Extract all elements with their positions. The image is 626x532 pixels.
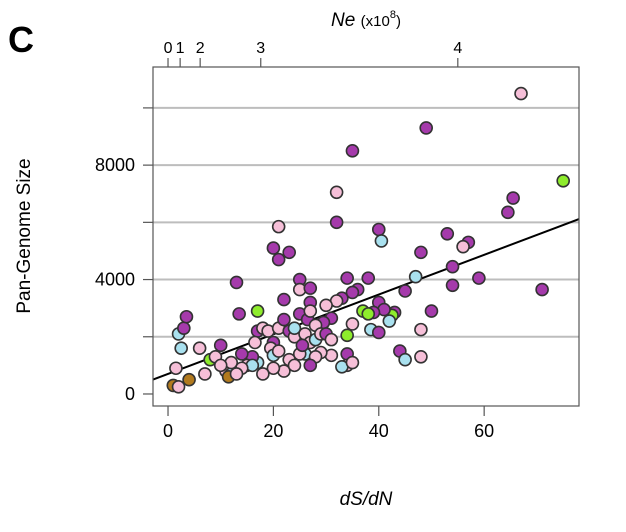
data-point <box>556 174 570 188</box>
data-point <box>445 278 460 293</box>
data-point <box>414 245 428 260</box>
data-point <box>345 144 360 158</box>
x-tick-label: 0 <box>163 421 173 441</box>
x-tick-label: 40 <box>369 421 389 441</box>
data-point <box>535 282 549 297</box>
data-point <box>398 284 412 298</box>
data-point <box>514 86 528 101</box>
data-point <box>374 234 389 248</box>
data-point <box>287 358 302 373</box>
data-point <box>506 191 520 205</box>
top-tick-label: 2 <box>196 40 205 57</box>
top-tick-label: 0 <box>164 40 173 57</box>
data-point <box>229 275 244 290</box>
data-point <box>345 355 360 370</box>
data-point <box>271 219 286 234</box>
data-point <box>361 307 376 321</box>
data-point <box>277 312 291 327</box>
data-point <box>414 349 428 364</box>
data-point <box>232 307 246 321</box>
x-tick-label: 60 <box>474 421 494 441</box>
data-point <box>234 347 249 361</box>
grid-lines <box>153 106 579 338</box>
fit-line <box>152 218 580 381</box>
x-tick-label: 20 <box>263 421 283 441</box>
data-point <box>472 271 486 285</box>
data-point <box>345 285 360 300</box>
y-tick-label: 8000 <box>95 155 135 175</box>
data-point <box>371 325 386 340</box>
data-point <box>501 205 515 220</box>
top-axis-label: Ne (x108) <box>331 9 401 31</box>
data-point <box>171 380 186 394</box>
data-point <box>319 298 333 313</box>
data-point <box>271 344 286 358</box>
y-tick-label: 4000 <box>95 270 135 290</box>
data-point <box>419 121 433 135</box>
data-point <box>213 358 228 373</box>
data-point <box>345 317 360 331</box>
data-point <box>340 328 354 343</box>
data-point <box>266 241 281 255</box>
data-point <box>371 222 386 237</box>
data-point <box>179 309 194 324</box>
data-point <box>340 271 354 285</box>
data-point <box>414 322 428 337</box>
data-point <box>382 314 397 328</box>
data-point <box>169 361 183 376</box>
x-axis: 0 20 40 60 <box>163 406 494 441</box>
data-point <box>256 367 270 381</box>
data-point <box>408 269 423 284</box>
data-point <box>174 341 188 356</box>
data-point <box>277 292 291 307</box>
data-point <box>361 271 376 285</box>
x-axis-label: dS/dN <box>340 489 393 510</box>
data-point <box>329 215 344 230</box>
data-point <box>424 304 439 318</box>
data-point <box>324 332 339 347</box>
y-axis: 0 4000 8000 <box>95 107 153 404</box>
data-point <box>303 281 318 295</box>
data-point <box>295 338 310 353</box>
plot-frame <box>152 66 580 407</box>
data-point <box>456 239 470 254</box>
y-axis-label: Pan-Genome Size <box>14 158 35 313</box>
top-tick-label: 3 <box>256 40 265 57</box>
data-point <box>229 367 244 381</box>
top-tick-label: 1 <box>176 40 185 57</box>
data-point <box>266 361 281 376</box>
data-point <box>271 252 286 267</box>
data-point <box>287 321 302 335</box>
data-point <box>192 341 207 356</box>
panel-label: C <box>8 19 34 60</box>
data-point <box>398 352 412 367</box>
data-point <box>250 304 265 318</box>
data-point <box>445 259 460 274</box>
data-point <box>198 367 212 381</box>
y-tick-label: 0 <box>125 384 135 404</box>
top-tick-label: 4 <box>453 40 462 57</box>
data-point <box>213 338 228 353</box>
data-point <box>329 185 344 200</box>
data-point <box>182 372 196 387</box>
points <box>166 86 570 394</box>
data-point <box>177 321 191 335</box>
data-point <box>248 335 262 350</box>
data-point <box>303 304 318 318</box>
data-point <box>282 245 297 260</box>
data-point <box>440 226 455 241</box>
data-point <box>303 358 318 373</box>
